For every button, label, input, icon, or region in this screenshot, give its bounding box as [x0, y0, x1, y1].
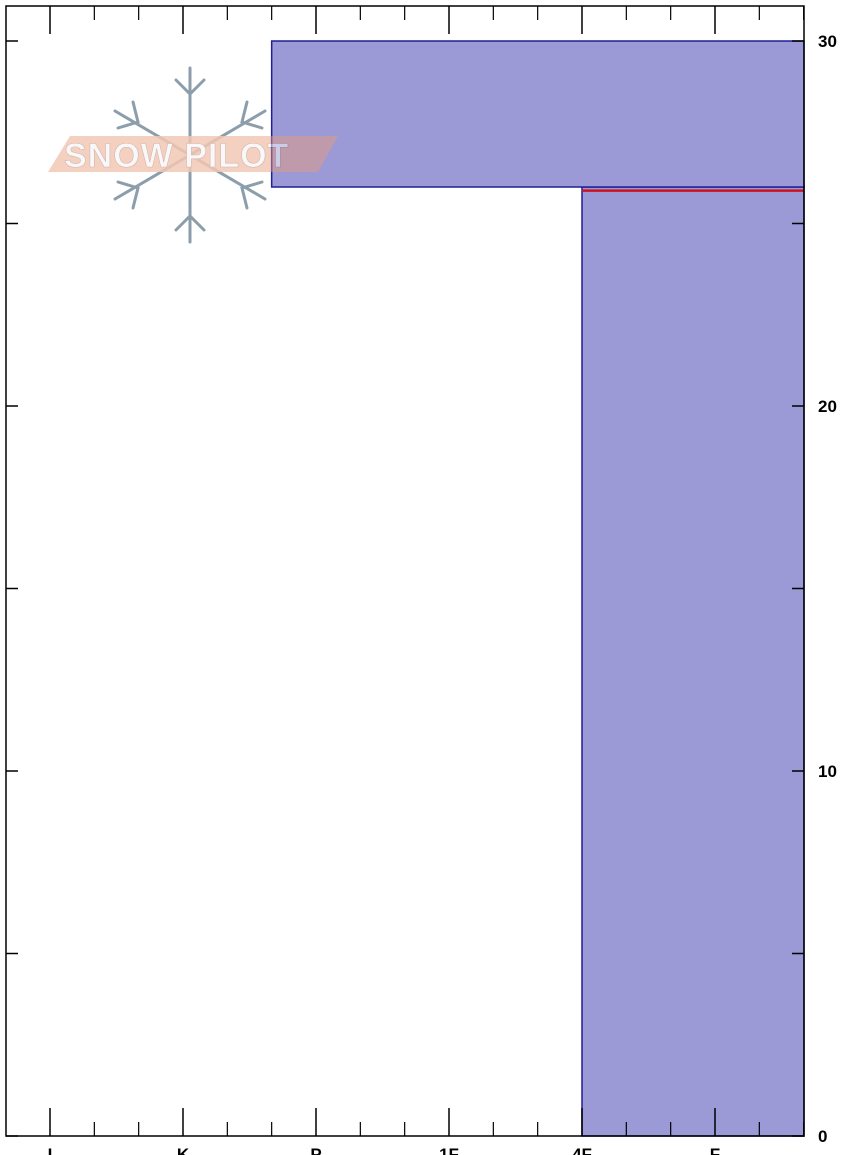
- watermark-text: SNOW PILOT: [64, 137, 289, 175]
- y-axis-labels: 0 10 20 30: [818, 32, 837, 1146]
- x-tick-label-P: P: [310, 1145, 321, 1155]
- hardness-layers: [270, 40, 805, 1137]
- y-axis-ticks: [6, 40, 804, 1137]
- y-tick-label-30: 30: [818, 32, 837, 51]
- x-tick-label-K: K: [177, 1145, 190, 1155]
- y-tick-label-10: 10: [818, 762, 837, 781]
- x-tick-label-4F: 4F: [572, 1145, 592, 1155]
- x-tick-label-F: F: [710, 1145, 720, 1155]
- x-axis-ticks: [49, 6, 805, 1136]
- layer-bar-2: [270, 40, 805, 188]
- layer-bar-1: [581, 186, 805, 1137]
- y-tick-label-0: 0: [818, 1127, 827, 1146]
- x-tick-label-I: I: [48, 1145, 53, 1155]
- snowflake-icon: [113, 66, 267, 244]
- x-tick-label-1F: 1F: [439, 1145, 459, 1155]
- x-axis-labels: I K P 1F 4F F: [48, 1145, 721, 1155]
- watermark-logo: SNOW PILOT: [48, 66, 338, 244]
- y-tick-label-20: 20: [818, 397, 837, 416]
